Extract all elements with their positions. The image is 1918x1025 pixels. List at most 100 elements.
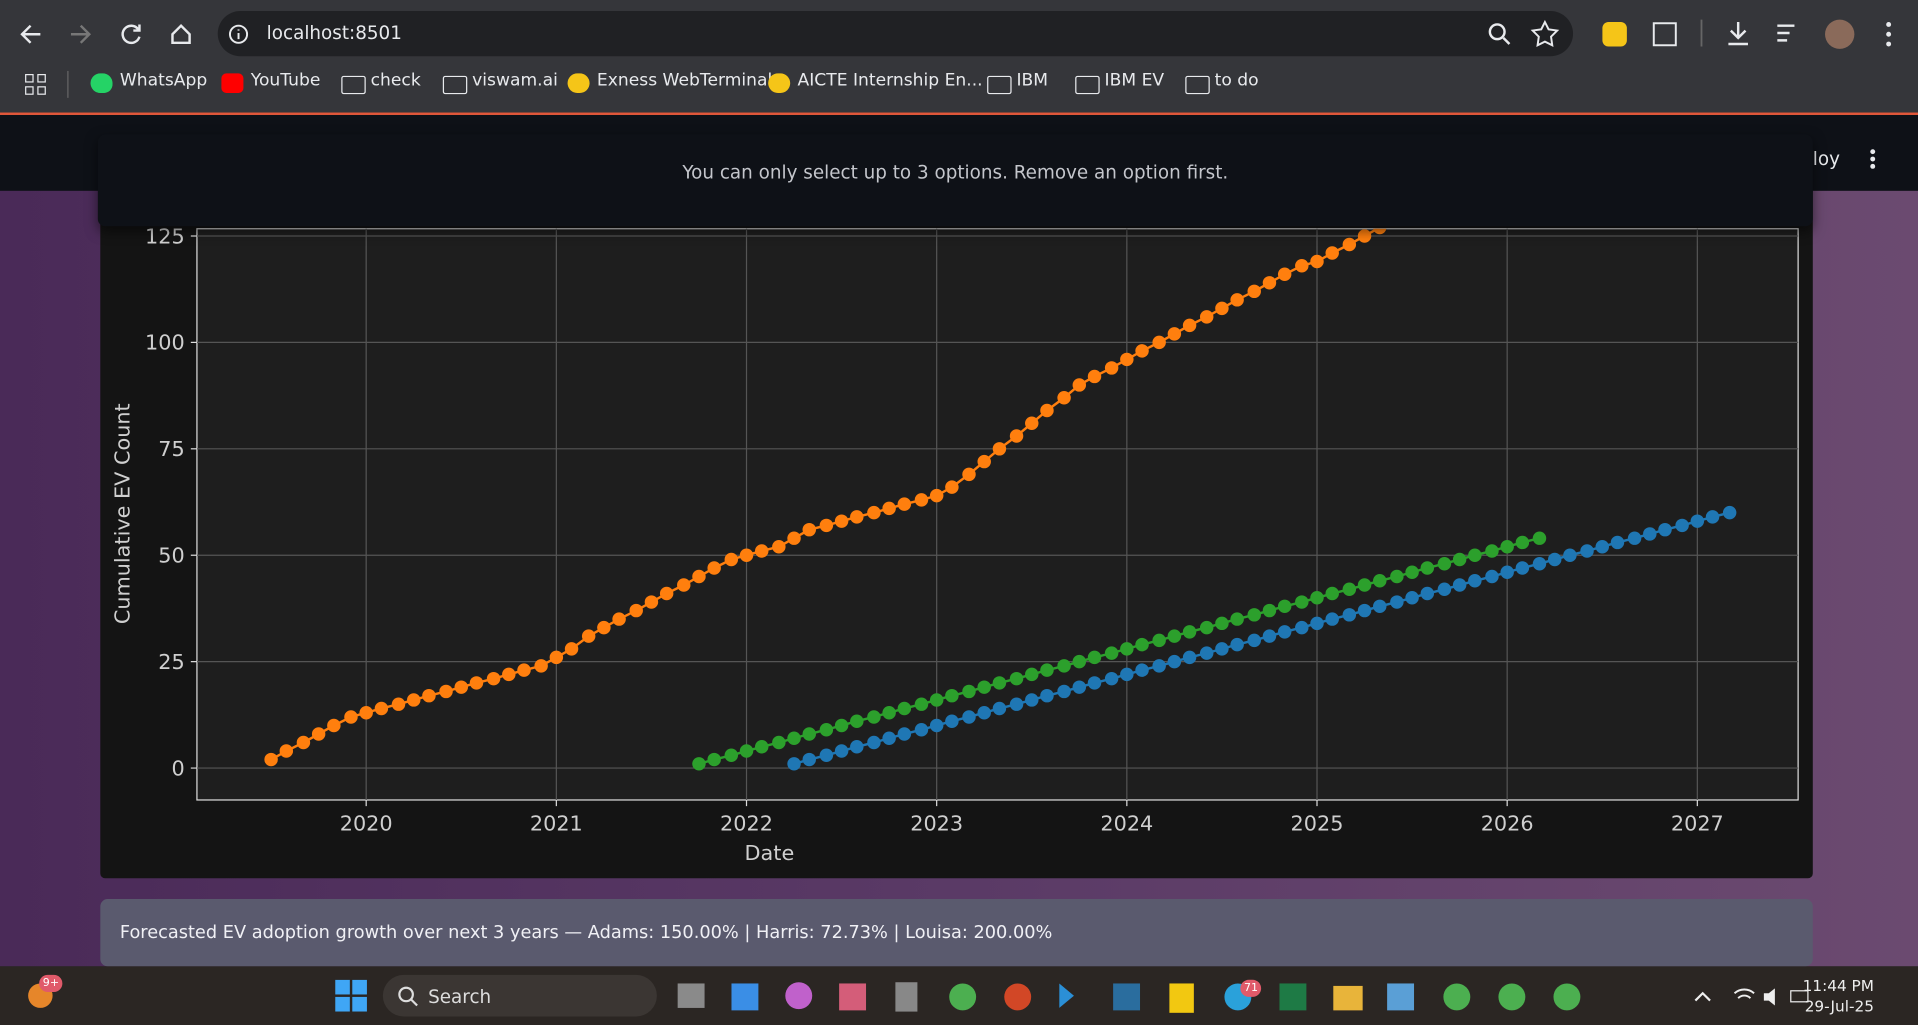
bookmark-icon[interactable] [442, 75, 468, 95]
data-point [1547, 552, 1562, 567]
bookmark[interactable]: WhatsApp [119, 70, 208, 91]
data-point [992, 701, 1007, 716]
data-point [1325, 586, 1339, 601]
x-tick-label: 2021 [530, 812, 583, 836]
data-point [1722, 505, 1737, 520]
taskbar-apps[interactable] [673, 976, 1603, 1018]
bookmark[interactable]: YouTube [250, 70, 321, 91]
data-point [962, 684, 976, 699]
data-point [772, 735, 786, 750]
data-point [1310, 591, 1324, 605]
data-point [677, 578, 691, 592]
data-point [1310, 616, 1324, 631]
data-point [1295, 259, 1309, 273]
bookmark[interactable]: AICTE Internship En... [797, 70, 983, 91]
telegram-badge: 71 [1240, 979, 1262, 997]
data-point [914, 697, 929, 711]
nav-buttons[interactable] [0, 0, 208, 57]
data-point [819, 518, 834, 533]
clock-time[interactable]: 11:44 PM [1802, 976, 1874, 995]
bookmark[interactable]: check [370, 70, 421, 91]
data-point [534, 659, 548, 673]
site-info-icon[interactable] [228, 23, 250, 45]
data-point [882, 501, 896, 516]
data-point [1104, 646, 1119, 660]
data-point [1468, 574, 1482, 588]
data-point [549, 650, 564, 665]
data-point [1040, 688, 1054, 703]
data-point [1057, 391, 1071, 405]
url[interactable]: localhost:8501 [266, 22, 402, 45]
data-point [502, 667, 516, 682]
separator [67, 70, 69, 98]
data-point [1295, 595, 1309, 609]
bookmark-icon[interactable] [768, 73, 791, 93]
search-placeholder[interactable]: Search [428, 985, 492, 1008]
data-point [359, 705, 373, 720]
data-point [264, 752, 278, 767]
toast: You can only select up to 3 options. Rem… [97, 134, 1813, 227]
data-point [1342, 582, 1357, 597]
data-point [454, 680, 468, 694]
data-point [992, 442, 1007, 456]
bookmark-icon[interactable] [90, 73, 113, 93]
data-point [1485, 544, 1499, 558]
bookmark[interactable]: to do [1214, 70, 1259, 91]
data-point [1104, 671, 1119, 686]
chart: Date Cumulative EV Count 0 25 50 75 100 125 20… [111, 224, 1799, 865]
x-tick-label: 2022 [720, 812, 773, 836]
data-point [344, 710, 358, 724]
search-icon [398, 986, 418, 1007]
data-point [1230, 612, 1244, 626]
data-point [1373, 599, 1387, 614]
data-point [1199, 646, 1214, 660]
bookmark-icon[interactable] [1075, 75, 1100, 95]
data-point [945, 714, 959, 728]
x-tick-label: 2020 [340, 812, 393, 836]
data-point [1310, 254, 1324, 269]
data-point [629, 603, 643, 618]
deploy-button[interactable]: loy [1812, 148, 1840, 171]
menu-button[interactable] [1867, 147, 1879, 171]
data-point [754, 544, 769, 558]
toolbar-icons[interactable] [1480, 12, 1896, 56]
address-bar[interactable] [217, 11, 1574, 57]
bookmark-icon[interactable] [567, 73, 590, 93]
data-point [486, 671, 501, 686]
x-tick-label: 2027 [1671, 812, 1724, 836]
bookmark[interactable]: IBM EV [1104, 70, 1165, 91]
data-point [1532, 531, 1547, 545]
data-point [422, 688, 436, 703]
data-point [962, 467, 976, 482]
y-tick-label: 50 [158, 544, 184, 568]
data-point [1373, 228, 1387, 235]
data-point [1072, 654, 1087, 669]
bookmark-icon[interactable] [1185, 75, 1210, 95]
y-tick-label: 100 [145, 331, 185, 355]
tray-icons[interactable] [1690, 983, 1812, 1010]
bookmark-icon[interactable] [341, 75, 366, 95]
series-group [264, 228, 1737, 771]
data-point [1690, 514, 1705, 528]
apps-icon[interactable] [24, 73, 48, 95]
search-box[interactable] [382, 974, 657, 1017]
bookmark[interactable]: viswam.ai [472, 70, 558, 91]
data-point [1057, 659, 1071, 673]
bookmark-icon[interactable] [987, 75, 1012, 95]
bookmark[interactable]: Exness WebTerminal [596, 70, 773, 91]
data-point [1437, 557, 1452, 571]
data-point [834, 718, 849, 733]
data-point [1215, 616, 1229, 631]
data-point [819, 723, 834, 737]
clock-date[interactable]: 29-Jul-25 [1804, 996, 1874, 1016]
data-point [1295, 620, 1309, 635]
bookmark[interactable]: IBM [1016, 70, 1049, 91]
start-button[interactable] [335, 979, 367, 1012]
bookmark-icon[interactable] [221, 73, 244, 93]
data-point [1643, 527, 1657, 541]
data-point [1104, 361, 1119, 375]
data-point [724, 552, 739, 567]
data-point [1420, 586, 1435, 601]
data-point [977, 454, 991, 469]
